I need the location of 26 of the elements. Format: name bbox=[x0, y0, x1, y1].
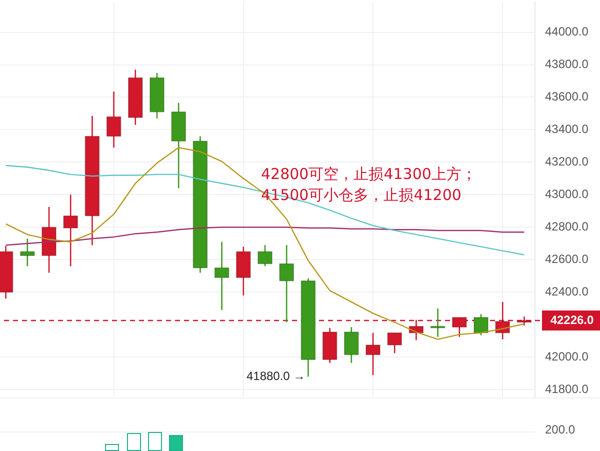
candlestick bbox=[474, 313, 488, 336]
candlestick bbox=[344, 326, 359, 364]
y-tick-label: 44000.0 bbox=[545, 24, 589, 39]
text: 200.0 bbox=[545, 422, 576, 436]
y-tick-label: 42000.0 bbox=[545, 350, 589, 364]
y-tick-label: 41800.0 bbox=[545, 382, 589, 396]
candlestick bbox=[20, 238, 35, 267]
y-tick-label: 43800.0 bbox=[545, 57, 589, 72]
ref-line-label: 42226.0 bbox=[550, 312, 594, 327]
candlestick bbox=[366, 332, 380, 376]
y-tick-label: 43200.0 bbox=[545, 154, 589, 169]
candlestick bbox=[214, 241, 230, 311]
candlestick bbox=[106, 90, 122, 148]
candlestick bbox=[63, 194, 78, 267]
annotation: 41880.0 → bbox=[246, 369, 306, 384]
y-tick-label: 43600.0 bbox=[545, 90, 589, 104]
y-tick-label: 42800.0 bbox=[545, 220, 589, 234]
candlestick bbox=[430, 308, 446, 338]
y-tick-label: 43000.0 bbox=[545, 187, 589, 202]
candlestick bbox=[258, 244, 272, 267]
candlestick bbox=[279, 244, 294, 323]
y-tick-label: 42400.0 bbox=[545, 284, 589, 299]
y-tick-label: 43400.0 bbox=[545, 122, 589, 136]
annotation: 42800可空，止损41300上方； bbox=[261, 164, 476, 183]
y-tick-label: 42600.0 bbox=[545, 252, 589, 266]
candlestick bbox=[387, 332, 402, 354]
